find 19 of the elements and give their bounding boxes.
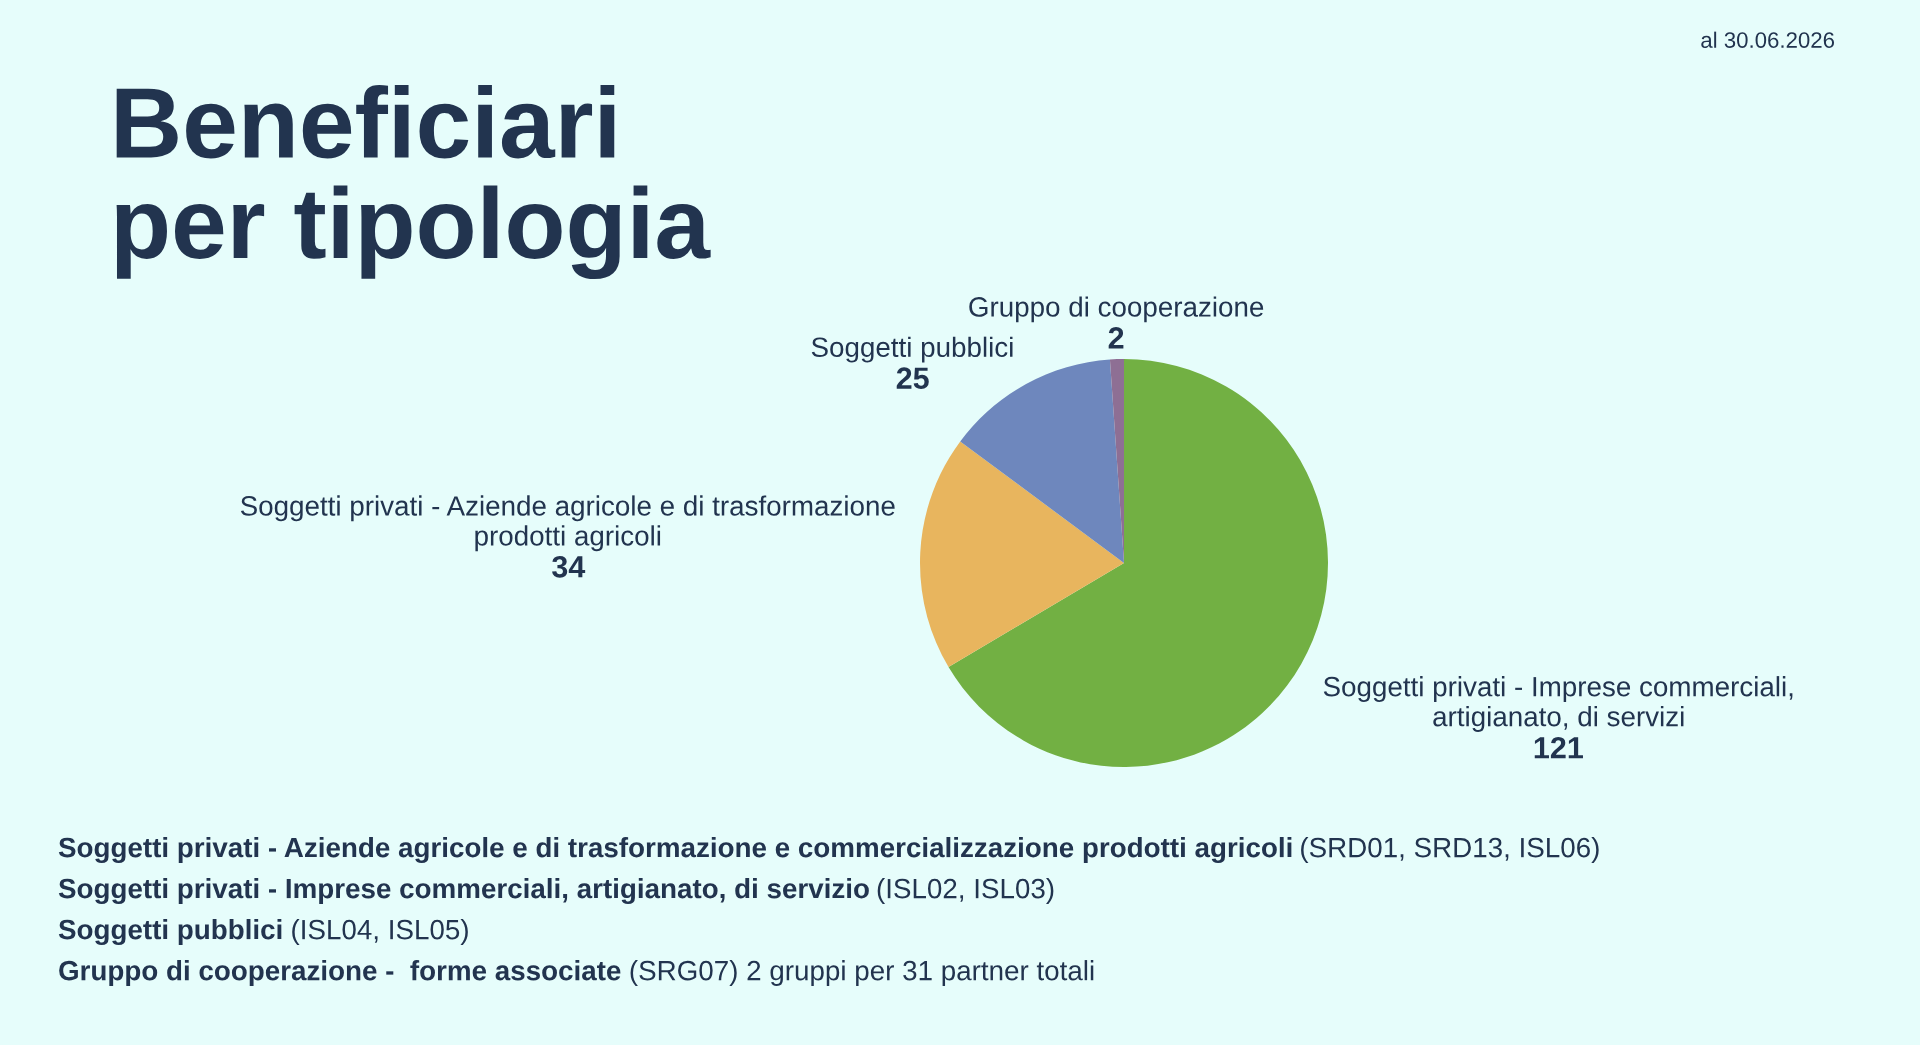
slice-label: Soggetti pubblici xyxy=(811,336,1013,363)
text: Gruppo di cooperazione - forme associate xyxy=(59,960,621,986)
slice-label: Soggetti privati - Aziende agricole e di trasformazione prodotti agricoli xyxy=(240,495,895,552)
text: (ISL04, ISL05) xyxy=(292,919,468,945)
text: (ISL02, ISL03) xyxy=(877,878,1054,904)
pie-slice xyxy=(920,441,1124,668)
slice-label: Gruppo di cooperazione xyxy=(969,296,1264,323)
text: Soggetti privati - Aziende agricole e di trasformazione e commercializzazione prodotti agricoli xyxy=(58,836,1292,864)
text: (SRD01, SRD13, ISL06) xyxy=(1301,837,1599,863)
chart-title: Beneficiari per tipologia xyxy=(116,85,711,280)
text: (SRG07) 2 gruppi per 31 partner totali xyxy=(630,960,1094,986)
text: Soggetti pubblici xyxy=(58,918,282,946)
slice-label: Soggetti privati - Imprese commerciali, artigianato, di servizi xyxy=(1323,676,1793,732)
data-label: 2 xyxy=(1108,327,1124,349)
text: al 30.06.2026 xyxy=(1701,31,1835,48)
data-label: 25 xyxy=(896,367,929,389)
text: Soggetti privati - Imprese commerciali, artigianato, di servizio xyxy=(58,877,869,905)
data-label: 121 xyxy=(1534,736,1583,759)
data-label: 34 xyxy=(552,555,586,578)
